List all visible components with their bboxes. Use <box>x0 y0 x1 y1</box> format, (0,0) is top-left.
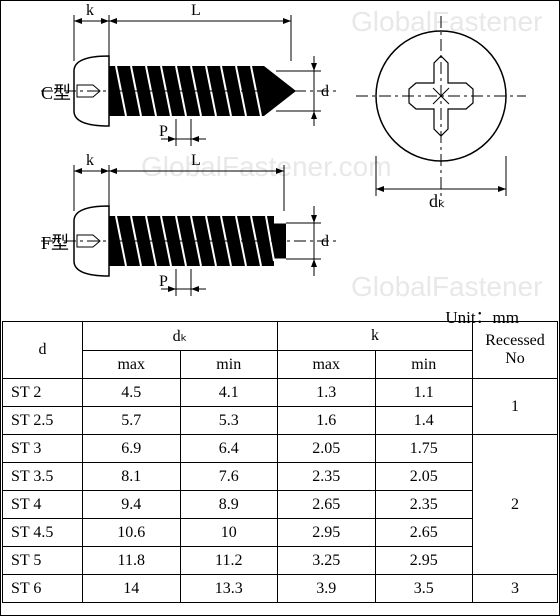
cell-k-min: 2.05 <box>375 463 473 491</box>
cell-k-min: 3.5 <box>375 575 473 603</box>
screw-diagram-svg <box>1 1 560 321</box>
dim-L-bot: L <box>191 152 201 170</box>
dim-P-top: P <box>159 123 168 141</box>
col-k-max: max <box>278 351 376 379</box>
cell-dk-min: 13.3 <box>180 575 278 603</box>
cell-dk-max: 9.4 <box>83 491 181 519</box>
cell-d: ST 2 <box>3 379 83 407</box>
cell-dk-min: 7.6 <box>180 463 278 491</box>
cell-dk-max: 6.9 <box>83 435 181 463</box>
cell-k-min: 2.65 <box>375 519 473 547</box>
table-row: ST 2 4.5 4.1 1.3 1.11 <box>3 379 558 407</box>
cell-recess: 2 <box>473 435 558 575</box>
spec-table: d dₖ k Recessed No max min max min ST 2 … <box>2 321 558 603</box>
cell-k-max: 1.6 <box>278 407 376 435</box>
cell-k-max: 2.95 <box>278 519 376 547</box>
cell-d: ST 3.5 <box>3 463 83 491</box>
type-c-label: C型 <box>41 79 71 105</box>
dim-d-top: d <box>321 83 329 101</box>
cell-dk-max: 11.8 <box>83 547 181 575</box>
cell-d: ST 3 <box>3 435 83 463</box>
cell-dk-max: 8.1 <box>83 463 181 491</box>
cell-dk-max: 4.5 <box>83 379 181 407</box>
cell-k-min: 2.35 <box>375 491 473 519</box>
cell-d: ST 5 <box>3 547 83 575</box>
cell-k-max: 3.25 <box>278 547 376 575</box>
dim-L-top: L <box>191 2 201 20</box>
cell-dk-min: 10 <box>180 519 278 547</box>
cell-dk-min: 4.1 <box>180 379 278 407</box>
cell-k-max: 2.65 <box>278 491 376 519</box>
cell-d: ST 4 <box>3 491 83 519</box>
dim-dk: dₖ <box>429 191 446 212</box>
table-row: ST 3 6.9 6.4 2.05 1.752 <box>3 435 558 463</box>
dim-d-bot: d <box>321 233 329 251</box>
cell-recess: 3 <box>473 575 558 603</box>
cell-dk-min: 6.4 <box>180 435 278 463</box>
dim-k-bot: k <box>86 152 94 170</box>
cell-k-max: 2.35 <box>278 463 376 491</box>
dim-k-top: k <box>86 2 94 20</box>
dim-P-bot: P <box>159 273 168 291</box>
cell-d: ST 2.5 <box>3 407 83 435</box>
unit-label: Unit：mm <box>445 303 519 328</box>
cell-k-max: 1.3 <box>278 379 376 407</box>
cell-dk-min: 5.3 <box>180 407 278 435</box>
cell-dk-min: 11.2 <box>180 547 278 575</box>
cell-recess: 1 <box>473 379 558 435</box>
cell-k-min: 1.4 <box>375 407 473 435</box>
col-k: k <box>278 322 473 351</box>
cell-k-max: 3.9 <box>278 575 376 603</box>
col-dk-min: min <box>180 351 278 379</box>
cell-k-max: 2.05 <box>278 435 376 463</box>
cell-dk-min: 8.9 <box>180 491 278 519</box>
cell-dk-max: 14 <box>83 575 181 603</box>
cell-d: ST 4.5 <box>3 519 83 547</box>
cell-k-min: 2.95 <box>375 547 473 575</box>
table-row: ST 6 14 13.3 3.9 3.53 <box>3 575 558 603</box>
cell-dk-max: 10.6 <box>83 519 181 547</box>
cell-k-min: 1.1 <box>375 379 473 407</box>
diagram-area: GlobalFastener GlobalFastener.com Global… <box>1 1 559 321</box>
cell-dk-max: 5.7 <box>83 407 181 435</box>
cell-k-min: 1.75 <box>375 435 473 463</box>
col-k-min: min <box>375 351 473 379</box>
col-recessed: Recessed No <box>473 322 558 379</box>
col-d: d <box>3 322 83 379</box>
cell-d: ST 6 <box>3 575 83 603</box>
col-dk-max: max <box>83 351 181 379</box>
col-dk: dₖ <box>83 322 278 351</box>
type-f-label: F型 <box>41 229 69 255</box>
